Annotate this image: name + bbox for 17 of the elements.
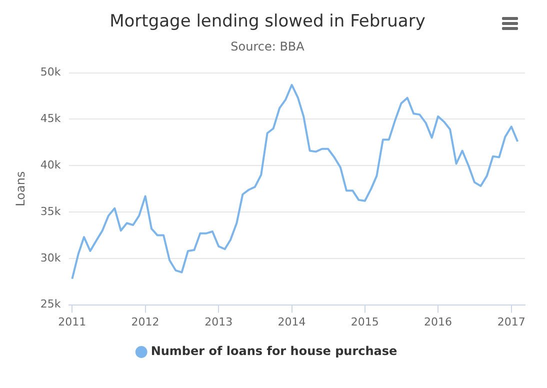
x-tick-label: 2012 [131, 315, 160, 328]
x-tick-label: 2013 [204, 315, 233, 328]
y-tick-label: 35k [40, 204, 62, 218]
y-tick-label: 50k [40, 66, 62, 79]
y-tick-label: 30k [40, 251, 62, 264]
legend-label: Number of loans for house purchase [150, 344, 398, 358]
x-tick-label: 2011 [58, 315, 86, 328]
x-tick-label: 2014 [278, 315, 306, 328]
y-tick-label: 45k [40, 112, 62, 126]
x-tick-label: 2015 [350, 315, 379, 328]
x-tick-label: 2017 [497, 315, 526, 328]
chart-subtitle: Source: BBA [230, 40, 306, 54]
chart-title: Mortgage lending slowed in February [110, 12, 426, 32]
y-tick-label: 40k [40, 158, 62, 172]
y-tick-label: 25k [40, 298, 62, 311]
y-axis-title: Loans [13, 171, 28, 206]
x-tick-label: 2016 [424, 315, 452, 328]
